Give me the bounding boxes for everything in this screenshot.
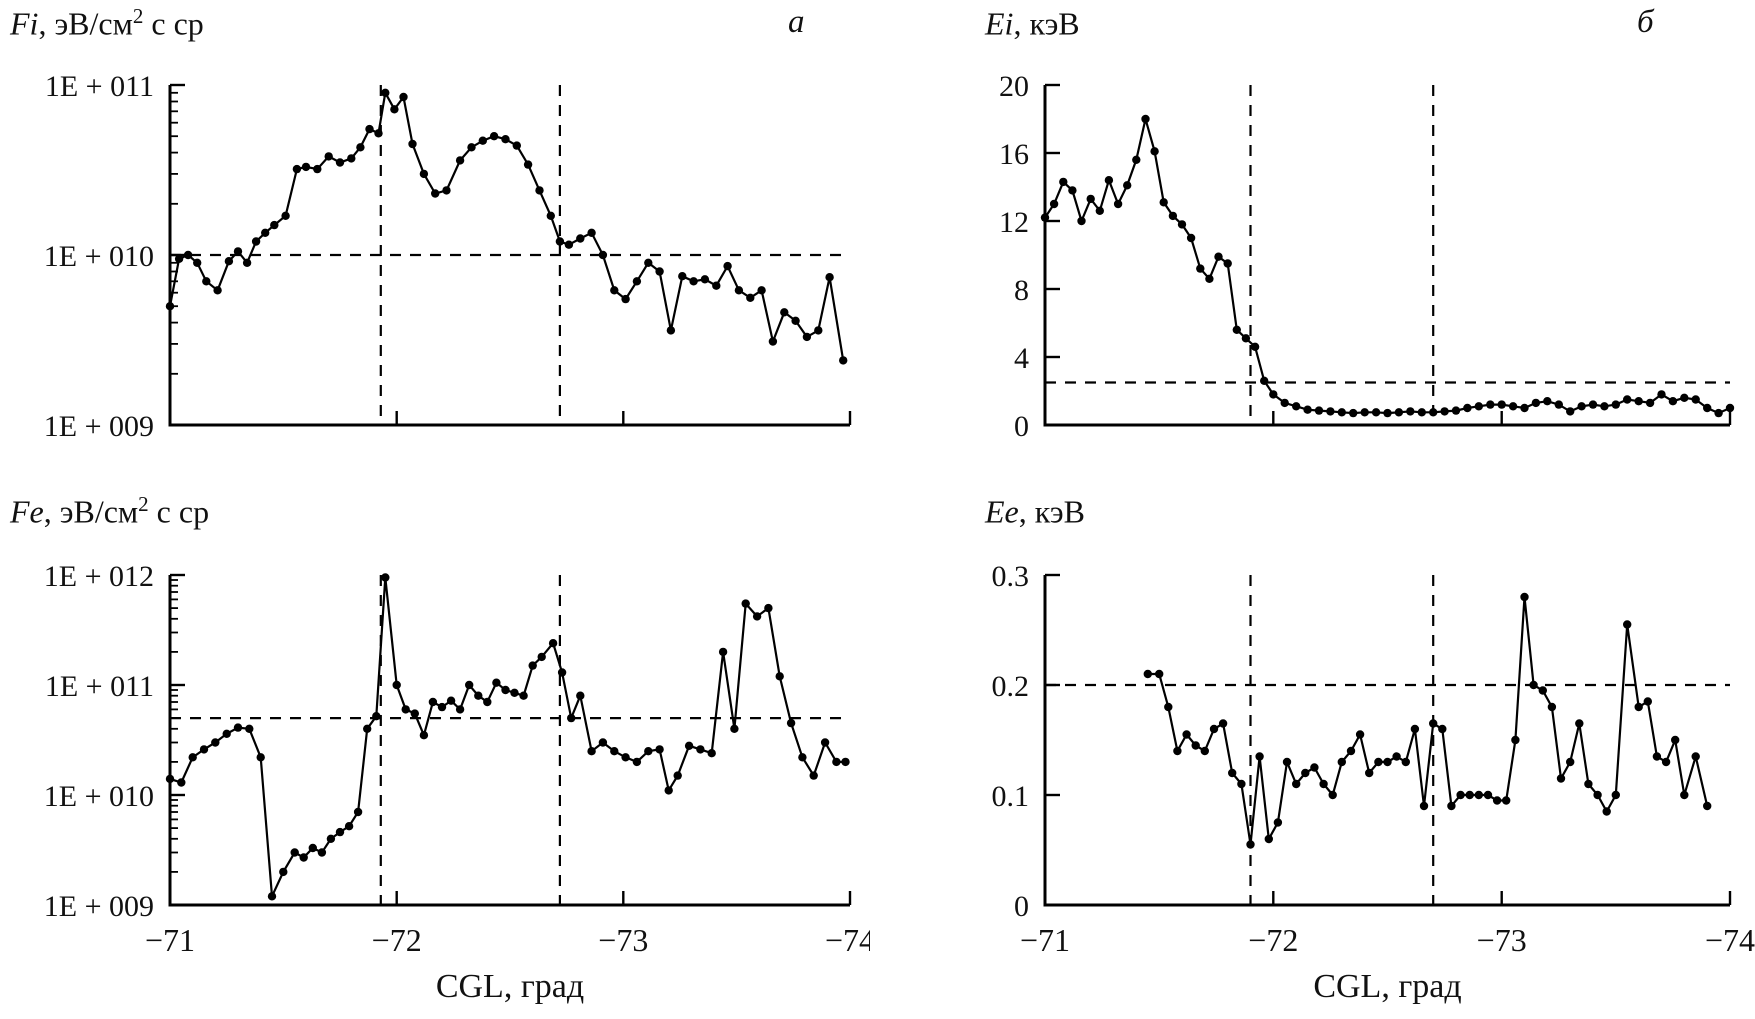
- data-points: [1040, 114, 1735, 418]
- tick-labels: 1E + 009 1E + 010 1E + 011: [44, 70, 154, 443]
- panel-fe-title-tail: с ср: [148, 493, 210, 530]
- x-tick-label: −71: [145, 922, 195, 958]
- data-line: [1044, 118, 1731, 415]
- panel-letter-b: б: [1637, 4, 1654, 40]
- panel-fe-title-sup: 2: [138, 492, 149, 516]
- y-tick-label: 12: [999, 206, 1029, 239]
- reference-dashed-lines: [170, 85, 850, 425]
- axes: [168, 575, 850, 907]
- tick-labels: 0 4 8 12 16 20: [999, 70, 1029, 443]
- ei-chart: 0 4 8 12 16 20: [999, 70, 1735, 443]
- x-tick-label: −72: [372, 922, 422, 958]
- xaxis-title-right: CGL, град: [1313, 968, 1462, 1005]
- y-tick-label: 1E + 009: [44, 410, 154, 443]
- reference-dashed-lines: [1045, 85, 1730, 425]
- y-tick-label: 4: [1014, 342, 1029, 375]
- panel-ee-title-var: Ee: [985, 493, 1019, 530]
- panel-ei-title-unit: , кэВ: [1013, 5, 1080, 42]
- axes-spines: [168, 575, 850, 907]
- reference-dashed-lines: [1045, 575, 1730, 905]
- panel-fi-title-unit: , эВ/см: [38, 5, 133, 42]
- x-tick-label: −73: [1477, 922, 1527, 958]
- y-tick-label: 0: [1014, 890, 1029, 923]
- x-tick-label: −72: [1248, 922, 1298, 958]
- panel-fi-title-sup: 2: [132, 4, 144, 28]
- ee-chart: 0 0.1 0.2 0.3 −71 −72 −73 −74: [992, 560, 1755, 958]
- reference-dashed-lines: [170, 575, 850, 905]
- panel-ei-title-var: Ei: [985, 5, 1014, 42]
- panel-fe-title-var: Fe: [10, 493, 44, 530]
- x-tick-label: −73: [598, 922, 648, 958]
- xaxis-title-left: CGL, град: [435, 968, 585, 1005]
- panel-fi-title-tail: с ср: [143, 5, 204, 42]
- axes: [1043, 85, 1730, 427]
- y-tick-label: 1E + 010: [44, 240, 154, 273]
- data-line: [168, 89, 845, 361]
- panel-fe-title-unit: , эВ/см: [43, 493, 139, 530]
- data-points: [1143, 592, 1712, 849]
- x-tick-label: −71: [1020, 922, 1070, 958]
- panel-fe-title: Fe, эВ/см2 с ср: [10, 492, 209, 531]
- y-tick-label: 0.1: [992, 780, 1030, 813]
- y-tick-label: 20: [999, 70, 1029, 103]
- y-tick-label: 1E + 010: [44, 780, 154, 813]
- x-tick-label: −74: [825, 922, 870, 958]
- tick-labels: 0 0.1 0.2 0.3 −71 −72 −73 −74: [992, 560, 1755, 958]
- y-tick-label: 0: [1014, 410, 1029, 443]
- fi-chart: 1E + 009 1E + 010 1E + 011: [44, 70, 852, 443]
- y-tick-label: 0.3: [992, 560, 1030, 593]
- panel-ee-title-unit: , кэВ: [1018, 493, 1085, 530]
- data-points: [165, 88, 848, 365]
- panel-letter-a: а: [788, 4, 805, 40]
- axis-ticks: [1043, 573, 1732, 907]
- panel-fi-title-var: Fi: [10, 5, 39, 42]
- x-tick-label: −74: [1705, 922, 1755, 958]
- panel-ee-title: Ee, кэВ: [985, 492, 1085, 531]
- y-tick-label: 8: [1014, 274, 1029, 307]
- tick-labels: 1E + 009 1E + 010 1E + 011 1E + 012 −71 −72 −7…: [44, 560, 870, 958]
- panel-ee: Ee, кэВ 0 0.1 0.2 0.3 −71 −72 −73 −74 CGL, град: [885, 470, 1755, 1019]
- axes-spines: [1043, 85, 1730, 427]
- panel-fi-title: Fi, эВ/см2 с ср: [10, 4, 204, 43]
- panel-fe: Fe, эВ/см2 с ср 1E + 009 1E + 010 1E + 011…: [0, 470, 870, 1019]
- panel-ei-title: Ei, кэВ: [985, 4, 1080, 43]
- y-tick-label: 1E + 011: [45, 70, 154, 103]
- y-tick-label: 0.2: [992, 670, 1030, 703]
- y-tick-label: 16: [999, 138, 1029, 171]
- panel-fi: Fi, эВ/см2 с ср а 1E + 009 1E + 010 1E + 0…: [0, 0, 870, 470]
- y-tick-label: 1E + 009: [44, 890, 154, 923]
- y-tick-label: 1E + 012: [44, 560, 154, 593]
- data-line: [169, 577, 846, 901]
- fe-chart: 1E + 009 1E + 010 1E + 011 1E + 012 −71 −72 −7…: [44, 560, 870, 958]
- data-points: [165, 573, 850, 901]
- y-tick-label: 1E + 011: [45, 670, 154, 703]
- panel-ei: Ei, кэВ б 0 4 8 12 16 20: [885, 0, 1755, 470]
- axis-ticks: [1043, 83, 1732, 427]
- axis-ticks: [168, 573, 852, 907]
